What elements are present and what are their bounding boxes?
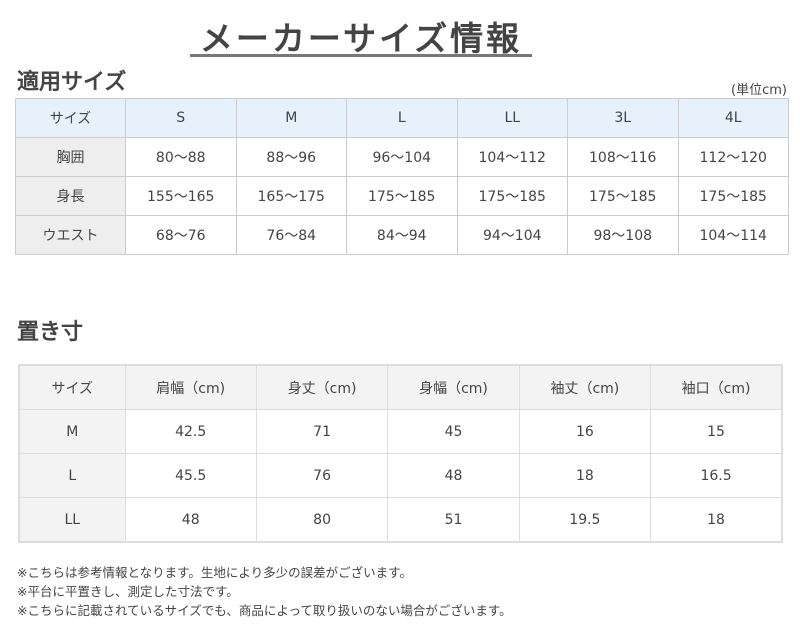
column-header: サイズ [15, 98, 126, 138]
column-header: 3L [567, 98, 679, 138]
row-header: 胸囲 [15, 137, 126, 177]
table-cell: 80 [255, 497, 389, 543]
unit-label: (単位cm) [731, 83, 787, 98]
table-cell: 18 [518, 453, 652, 498]
row-header: ウエスト [15, 215, 126, 255]
table-cell: 94〜104 [456, 215, 568, 255]
table-cell: 19.5 [518, 497, 652, 543]
table-row: 身長 155〜165 165〜175 175〜185 175〜185 175〜185 175… [15, 176, 789, 216]
table-cell: 108〜116 [567, 137, 679, 177]
table-cell: 175〜185 [567, 176, 679, 216]
table-cell: 84〜94 [346, 215, 458, 255]
table-row: LL 48 80 51 19.5 18 [18, 497, 783, 543]
table-cell: 48 [387, 453, 520, 498]
column-header: M [235, 98, 347, 138]
table-cell: 175〜185 [346, 176, 458, 216]
table-row: L 45.5 76 48 18 16.5 [18, 453, 783, 498]
table-cell: 76〜84 [235, 215, 347, 255]
table-cell: 48 [124, 497, 257, 543]
table-cell: 16 [518, 409, 652, 454]
table-cell: 71 [255, 409, 389, 454]
size-section-heading: 適用サイズ [17, 70, 127, 95]
table-row: 胸囲 80〜88 88〜96 96〜104 104〜112 108〜116 112〜120 [15, 137, 789, 177]
header-row: サイズ S M L LL 3L 4L [15, 98, 789, 138]
table-cell: 42.5 [124, 409, 257, 454]
table-row: M 42.5 71 45 16 15 [18, 409, 783, 454]
table-cell: 16.5 [650, 453, 783, 498]
table-cell: 18 [650, 497, 783, 543]
table-cell: 80〜88 [125, 137, 237, 177]
note-line: ※こちらに記載されているサイズでも、商品によって取り扱いのない場合がございます。 [17, 603, 512, 618]
column-header: 4L [677, 98, 789, 138]
row-header: 身長 [15, 176, 126, 216]
column-header: S [125, 98, 237, 138]
size-table: サイズ S M L LL 3L 4L 胸囲 80〜88 88〜96 96〜104 104〜112 108… [15, 98, 789, 255]
row-header: L [18, 453, 126, 498]
title-underline [190, 54, 532, 57]
column-header: 身丈（cm) [255, 364, 389, 410]
table-cell: 15 [650, 409, 783, 454]
table-cell: 175〜185 [456, 176, 568, 216]
column-header: L [346, 98, 458, 138]
table-cell: 68〜76 [125, 215, 237, 255]
table-cell: 96〜104 [346, 137, 458, 177]
page-title: メーカーサイズ情報 [199, 19, 523, 58]
row-header: LL [18, 497, 126, 543]
table-cell: 104〜114 [677, 215, 789, 255]
table-cell: 175〜185 [677, 176, 789, 216]
column-header: LL [456, 98, 568, 138]
table-cell: 51 [387, 497, 520, 543]
table-cell: 112〜120 [677, 137, 789, 177]
row-header: M [18, 409, 126, 454]
column-header: 袖口（cm) [650, 364, 783, 410]
header-row: サイズ 肩幅（cm) 身丈（cm) 身幅（cm) 袖丈（cm) 袖口（cm) [18, 364, 783, 410]
column-header: 肩幅（cm) [124, 364, 257, 410]
measure-section-heading: 置き寸 [17, 320, 84, 345]
table-cell: 155〜165 [125, 176, 237, 216]
column-header: 袖丈（cm) [518, 364, 652, 410]
table-cell: 88〜96 [235, 137, 347, 177]
column-header: 身幅（cm) [387, 364, 520, 410]
measurement-table: サイズ 肩幅（cm) 身丈（cm) 身幅（cm) 袖丈（cm) 袖口（cm) M 42.5 71… [18, 364, 783, 543]
table-row: ウエスト 68〜76 76〜84 84〜94 94〜104 98〜108 104〜114 [15, 215, 789, 255]
notes: ※こちらは参考情報となります。生地により多少の誤差がございます。 ※平台に平置き… [17, 563, 512, 620]
note-line: ※平台に平置きし、測定した寸法です。 [17, 584, 239, 599]
table-cell: 45.5 [124, 453, 257, 498]
column-header: サイズ [18, 364, 126, 410]
table-cell: 98〜108 [567, 215, 679, 255]
table-cell: 76 [255, 453, 389, 498]
table-cell: 165〜175 [235, 176, 347, 216]
table-cell: 45 [387, 409, 520, 454]
table-cell: 104〜112 [456, 137, 568, 177]
note-line: ※こちらは参考情報となります。生地により多少の誤差がございます。 [17, 565, 412, 580]
